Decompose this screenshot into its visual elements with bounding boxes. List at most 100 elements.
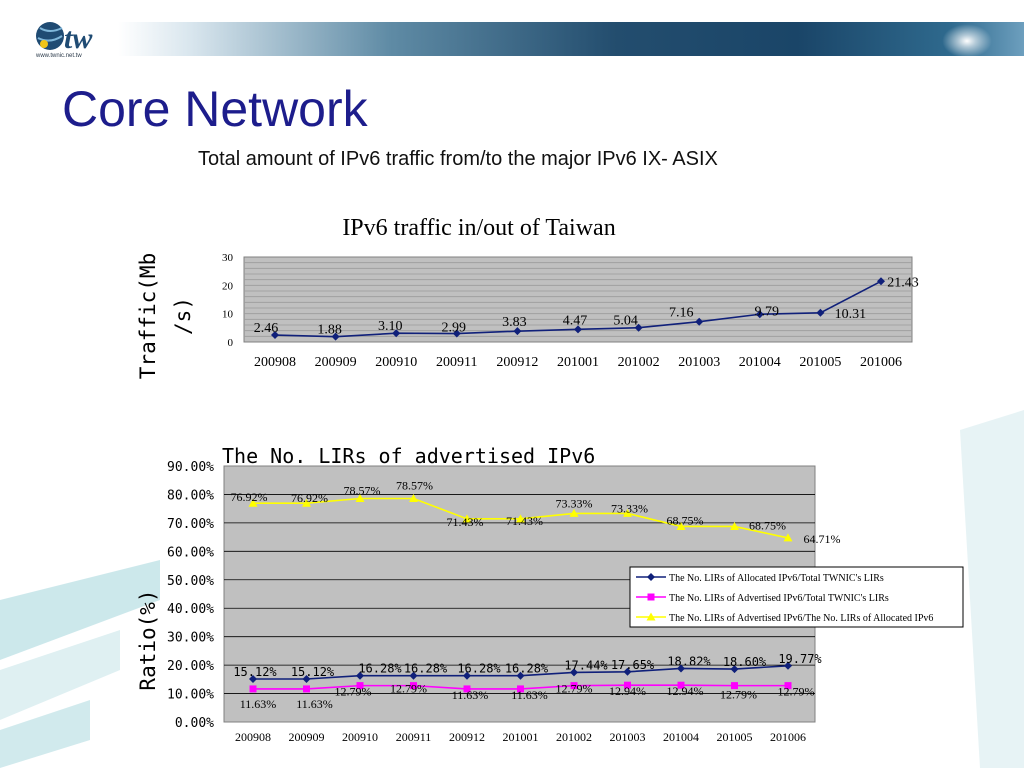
chart2-ytick-label: 10.00%: [167, 688, 214, 703]
chart2-data-label: 12.79%: [335, 685, 372, 699]
chart1-data-label: 21.43: [887, 275, 919, 290]
chart2-data-label: 15.12%: [233, 665, 277, 679]
chart1-point: [331, 332, 340, 341]
chart2-point: [730, 521, 739, 530]
chart2-data-label: 11.63%: [452, 688, 489, 702]
chart2-x-axis: 200908 200909 200910 200911 200912 201001 2010…: [235, 730, 806, 744]
chart2-xtick-label: 201004: [663, 730, 699, 744]
chart2-data-label: 12.79%: [778, 685, 815, 699]
legend-entry: The No. LIRs of Advertised IPv6/Total TW…: [669, 593, 889, 604]
chart1-ytick-label: 20: [222, 280, 234, 292]
chart2-ytick-label: 60.00%: [167, 545, 214, 560]
banner-glow: [942, 24, 992, 58]
chart1-y-axis: 0 10 20 30: [222, 252, 234, 349]
chart2-point: [410, 682, 417, 690]
chart2-xtick-label: 200912: [449, 730, 485, 744]
chart2-xtick-label: 201005: [717, 730, 753, 744]
chart2-data-label: 78.57%: [396, 479, 433, 493]
chart2-xtick-label: 201006: [770, 730, 806, 744]
chart1-title: IPv6 traffic in/out of Taiwan: [342, 215, 615, 241]
chart2-data-label: 11.63%: [511, 688, 548, 702]
chart2-point: [570, 682, 578, 690]
chart1-xtick-label: 200911: [436, 355, 477, 370]
chart2-xtick-label: 200911: [396, 730, 432, 744]
chart2-point: [517, 685, 524, 693]
chart2-data-label: 76.92%: [231, 490, 268, 504]
chart1-xtick-label: 201001: [557, 355, 599, 370]
chart2-data-label: 12.79%: [556, 682, 593, 696]
chart1-point: [271, 331, 279, 340]
chart2-point: [676, 521, 686, 530]
legend-marker: [646, 612, 656, 621]
page-subtitle: Total amount of IPv6 traffic from/to the…: [198, 148, 718, 170]
legend-entry: The No. LIRs of Allocated IPv6/Total TWN…: [669, 573, 884, 584]
chart2-point: [677, 664, 685, 673]
chart2-point: [356, 671, 364, 680]
chart2-data-label: 73.33%: [556, 496, 593, 510]
chart2-ytick-label: 50.00%: [167, 574, 214, 589]
chart2-data-label: 78.57%: [344, 484, 381, 498]
chart1-point: [877, 277, 885, 286]
chart1-xtick-label: 201006: [860, 355, 902, 370]
chart1-xtick-label: 201003: [678, 355, 720, 370]
chart2-data-label: 12.79%: [390, 682, 427, 696]
chart2-point: [249, 685, 257, 693]
chart2-point: [784, 682, 792, 690]
chart1-data-label: 3.10: [378, 319, 403, 334]
chart1-data-label: 5.04: [613, 314, 638, 329]
chart2-point: [624, 681, 631, 689]
chart2-series: 15.12% 15.12% 16.28% 16.28% 16.28% 16.28% 17.4…: [231, 479, 841, 711]
chart1-series: 2.46 1.88 3.10 2.99 3.83 4.47 5.04 7.16 9.79 10.3…: [254, 275, 919, 341]
chart1-point: [695, 317, 704, 326]
chart1-ylabel-line1: Traffic(Mb: [136, 253, 160, 379]
chart2-point: [570, 668, 578, 677]
chart1-xtick-label: 201005: [799, 355, 841, 370]
chart2-data-label: 68.75%: [749, 518, 786, 532]
chart2-data-label: 76.92%: [291, 491, 328, 505]
chart2-point: [356, 682, 364, 690]
chart2-point: [462, 514, 472, 523]
chart2-point: [249, 674, 257, 683]
chart2-data-label: 12.94%: [609, 684, 646, 698]
chart1-data-label: 2.99: [442, 321, 467, 336]
chart2-data-label: 73.33%: [611, 501, 648, 515]
chart2-xtick-label: 200910: [342, 730, 378, 744]
chart2-data-label: 11.63%: [240, 697, 277, 711]
chart2-ytick-label: 40.00%: [167, 602, 214, 617]
logo: tw: [36, 22, 93, 55]
chart2-ytick-label: 0.00%: [175, 716, 214, 731]
chart2-point: [463, 685, 471, 693]
decor-right: [960, 410, 1024, 768]
chart2-data-label: 16.28%: [505, 662, 549, 676]
legend-marker: [647, 593, 655, 601]
chart2-point: [409, 671, 418, 680]
chart2-data-label: 71.43%: [447, 515, 484, 529]
logo-url: www.twnic.net.tw: [36, 53, 82, 59]
chart1-point: [574, 325, 582, 334]
chart2-point: [569, 508, 579, 517]
chart2-point: [248, 498, 258, 507]
chart2-point: [516, 671, 525, 680]
chart2-point: [623, 508, 632, 517]
chart2-data-label: 12.94%: [667, 684, 704, 698]
chart2-point: [355, 494, 365, 503]
chart2-point: [516, 514, 525, 523]
chart2-y-axis: 0.00% 10.00% 20.00% 30.00% 40.00% 50.00% 60.00…: [167, 460, 214, 731]
chart1-xtick-label: 201004: [739, 355, 781, 370]
chart1-ytick-label: 0: [228, 337, 234, 349]
chart1-xtick-label: 200912: [496, 355, 538, 370]
chart1-point: [816, 308, 825, 317]
chart1-xtick-label: 200908: [254, 355, 296, 370]
chart2-ytick-label: 80.00%: [167, 488, 214, 503]
chart2-data-label: 68.75%: [667, 513, 704, 527]
chart2-legend: The No. LIRs of Allocated IPv6/Total TWN…: [629, 566, 964, 628]
chart2-point: [731, 682, 738, 690]
chart2-data-label: 17.65%: [611, 658, 655, 672]
chart2-data-label: 15.12%: [291, 665, 335, 679]
chart2-point: [677, 681, 685, 689]
chart2-point: [409, 494, 418, 503]
chart1-point: [513, 327, 522, 336]
decor-left: [0, 560, 160, 768]
legend-entry: The No. LIRs of Advertised IPv6/The No. …: [669, 613, 933, 624]
